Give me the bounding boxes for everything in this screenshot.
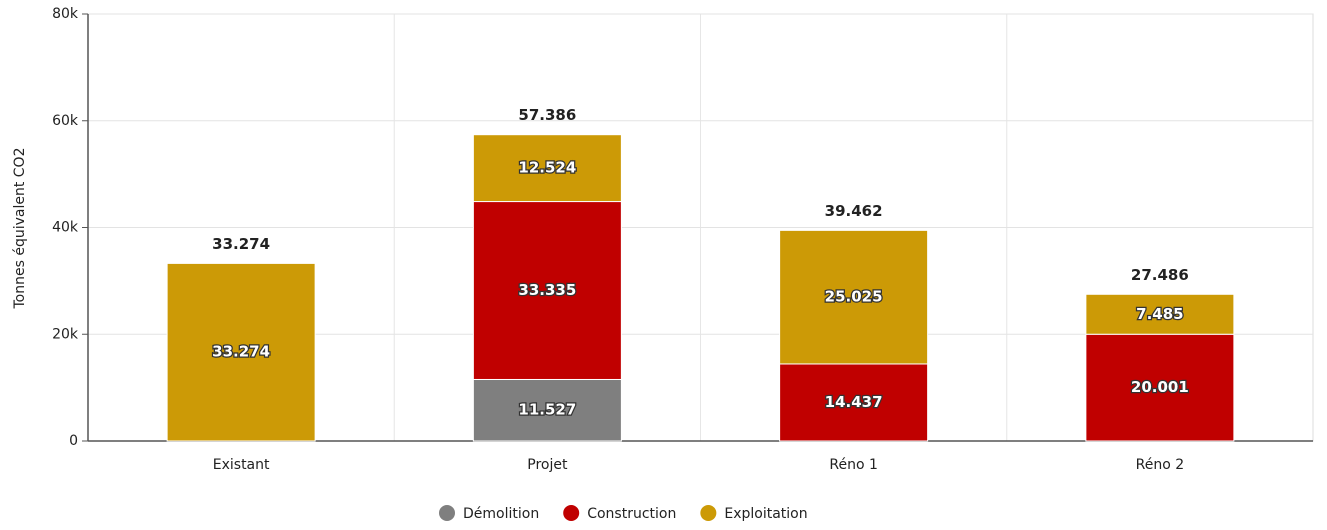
segment-label: 12.524 [518, 159, 576, 177]
bar-segment [166, 262, 316, 442]
segment-label: 33.335 [518, 281, 576, 299]
legend-swatch [439, 505, 455, 521]
y-tick-label: 20k [52, 326, 79, 342]
legend-swatch [700, 505, 717, 521]
y-tick-label: 40k [52, 220, 79, 236]
segment-label: 20.001 [1131, 378, 1189, 396]
bar-segment [1085, 293, 1235, 335]
bar-segment [779, 363, 929, 442]
segment-label: 11.527 [518, 401, 576, 419]
bar-segment [472, 134, 622, 203]
segment-label: 33.274 [212, 343, 270, 361]
segment-label: 14.437 [825, 393, 883, 411]
x-tick-label: Existant [213, 457, 270, 473]
y-tick-label: 60k [52, 113, 79, 129]
total-label: 27.486 [1131, 266, 1189, 284]
segment-label: 7.485 [1136, 305, 1183, 323]
total-label: 39.462 [825, 202, 883, 220]
segment-label: 25.025 [825, 288, 883, 306]
y-tick-label: 0 [69, 433, 78, 449]
total-label: 57.386 [518, 106, 576, 124]
y-axis-label: Tonnes équivalent CO2 [12, 148, 28, 310]
x-tick-label: Projet [527, 457, 568, 473]
bar-segment [779, 229, 929, 365]
legend-label: Démolition [463, 506, 539, 522]
x-tick-label: Réno 2 [1136, 457, 1185, 473]
x-tick-label: Réno 1 [829, 457, 878, 473]
total-label: 33.274 [212, 235, 270, 253]
legend-label: Exploitation [724, 506, 807, 522]
legend-label: Construction [587, 506, 676, 522]
legend-swatch [563, 505, 580, 521]
bar-segment [1085, 333, 1235, 442]
y-tick-label: 80k [52, 6, 79, 22]
